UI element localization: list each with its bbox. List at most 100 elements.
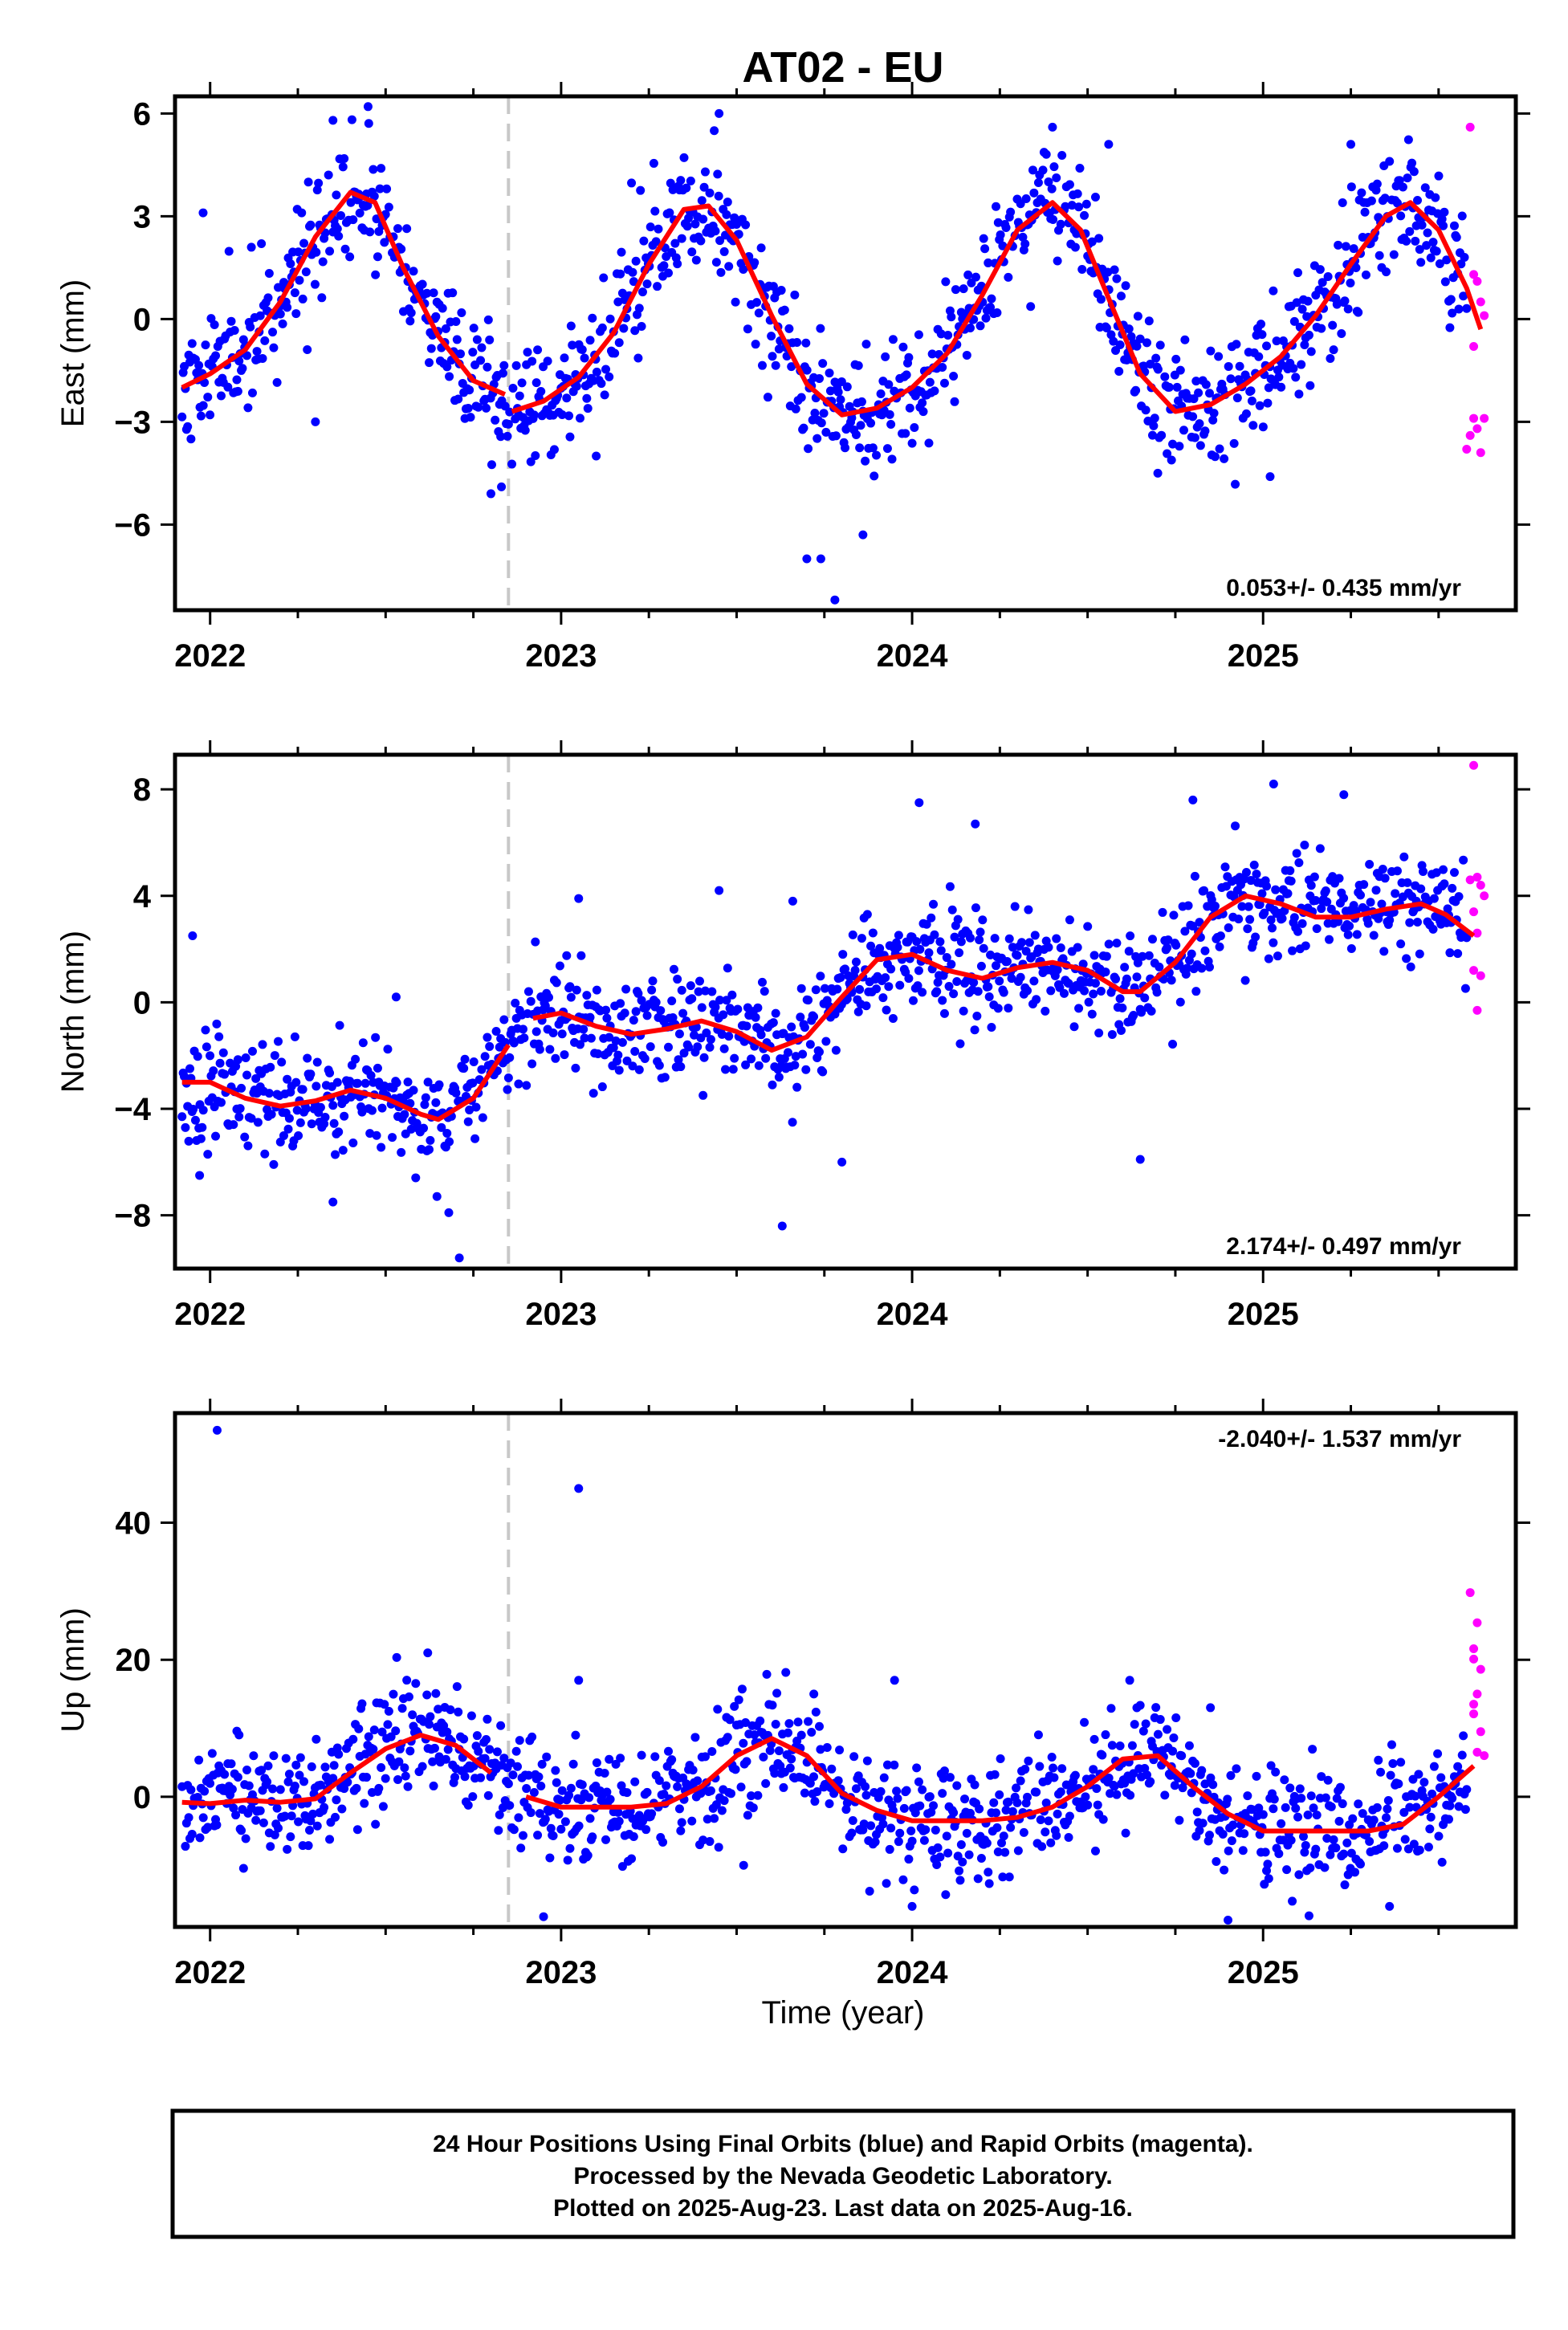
north-point bbox=[918, 988, 927, 997]
up-point bbox=[518, 1831, 527, 1840]
north-point bbox=[1120, 963, 1130, 972]
east-point bbox=[653, 282, 662, 291]
up-point bbox=[194, 1755, 204, 1765]
up-point bbox=[295, 1753, 305, 1762]
east-point bbox=[710, 126, 719, 136]
north-point bbox=[1064, 979, 1073, 988]
east-point bbox=[340, 154, 349, 164]
east-point bbox=[448, 288, 458, 298]
east-point bbox=[831, 431, 841, 441]
north-point bbox=[366, 1071, 376, 1081]
up-rate-label: -2.040+/- 1.537 mm/yr bbox=[1218, 1426, 1461, 1452]
east-point bbox=[332, 190, 341, 200]
east-point bbox=[1168, 439, 1178, 449]
north-point bbox=[816, 972, 825, 981]
up-point bbox=[1396, 1758, 1406, 1767]
north-point bbox=[1101, 967, 1110, 977]
up-point bbox=[1326, 1802, 1336, 1811]
east-point bbox=[670, 238, 680, 248]
up-point bbox=[717, 1806, 727, 1815]
up-point bbox=[1041, 1798, 1051, 1808]
east-point bbox=[431, 312, 441, 321]
up-point bbox=[474, 1746, 483, 1756]
north-point bbox=[1402, 954, 1411, 963]
east-point bbox=[796, 393, 806, 402]
up-point bbox=[688, 1766, 698, 1775]
north-point bbox=[674, 1055, 683, 1065]
east-point bbox=[1081, 199, 1091, 209]
east-point bbox=[1247, 396, 1256, 405]
east-point bbox=[1405, 226, 1415, 236]
north-point bbox=[206, 1051, 215, 1061]
east-point bbox=[312, 247, 321, 257]
up-point bbox=[1151, 1703, 1161, 1713]
north-point bbox=[1203, 902, 1212, 911]
east-point bbox=[1172, 382, 1182, 392]
up-point bbox=[1329, 1835, 1338, 1844]
up-point bbox=[605, 1754, 614, 1764]
up-point bbox=[805, 1778, 815, 1788]
north-point bbox=[1004, 934, 1014, 943]
north-point bbox=[1297, 919, 1307, 928]
north-point bbox=[198, 1122, 207, 1132]
north-point bbox=[214, 1032, 224, 1041]
north-point bbox=[1453, 949, 1463, 959]
up-point bbox=[1171, 1713, 1181, 1722]
north-point bbox=[796, 1012, 805, 1022]
north-point bbox=[220, 1069, 230, 1079]
east-point bbox=[1090, 193, 1100, 202]
north-point bbox=[420, 1100, 430, 1110]
up-point bbox=[1037, 1842, 1047, 1851]
north-point bbox=[592, 985, 601, 995]
north-point bbox=[555, 961, 564, 971]
up-point bbox=[982, 1839, 992, 1848]
north-point bbox=[1065, 915, 1074, 925]
up-point bbox=[566, 1783, 576, 1793]
north-point bbox=[959, 1006, 968, 1016]
up-point bbox=[441, 1754, 450, 1764]
east-point bbox=[463, 404, 473, 413]
up-point bbox=[750, 1730, 760, 1740]
north-point bbox=[947, 959, 956, 969]
east-point bbox=[857, 397, 866, 406]
east-point bbox=[1200, 426, 1210, 436]
north-point bbox=[700, 986, 710, 996]
up-point bbox=[741, 1717, 751, 1727]
up-point bbox=[739, 1738, 748, 1748]
east-point bbox=[592, 367, 601, 377]
east-point bbox=[1291, 373, 1301, 382]
east-point bbox=[1116, 291, 1126, 301]
up-point bbox=[710, 1814, 719, 1823]
north-point bbox=[777, 1221, 787, 1231]
up-point bbox=[1090, 1846, 1100, 1855]
up-point bbox=[822, 1743, 832, 1753]
east-point bbox=[802, 365, 812, 375]
east-point bbox=[286, 259, 295, 269]
north-point bbox=[788, 896, 797, 906]
east-point bbox=[987, 294, 996, 303]
north-point bbox=[1288, 946, 1297, 955]
north-point bbox=[340, 1111, 349, 1121]
up-point bbox=[1323, 1775, 1333, 1785]
east-point bbox=[306, 220, 316, 230]
east-point bbox=[1175, 365, 1185, 375]
up-point bbox=[1004, 1797, 1013, 1807]
up-fit-line bbox=[525, 1736, 1476, 1834]
up-point bbox=[654, 1776, 664, 1786]
north-point bbox=[1429, 894, 1439, 903]
east-point bbox=[1423, 228, 1432, 238]
east-point bbox=[187, 339, 197, 348]
north-point bbox=[1363, 919, 1373, 928]
north-point bbox=[312, 1057, 322, 1067]
up-point bbox=[1288, 1896, 1297, 1906]
up-point bbox=[742, 1757, 751, 1766]
north-point bbox=[283, 1124, 293, 1134]
east-point bbox=[499, 360, 509, 370]
east-point bbox=[497, 482, 507, 491]
up-point bbox=[320, 1802, 329, 1812]
up-point bbox=[328, 1774, 338, 1783]
up-point bbox=[426, 1712, 435, 1721]
east-point bbox=[1241, 409, 1251, 418]
east-point bbox=[628, 267, 637, 277]
north-point bbox=[391, 992, 401, 1002]
